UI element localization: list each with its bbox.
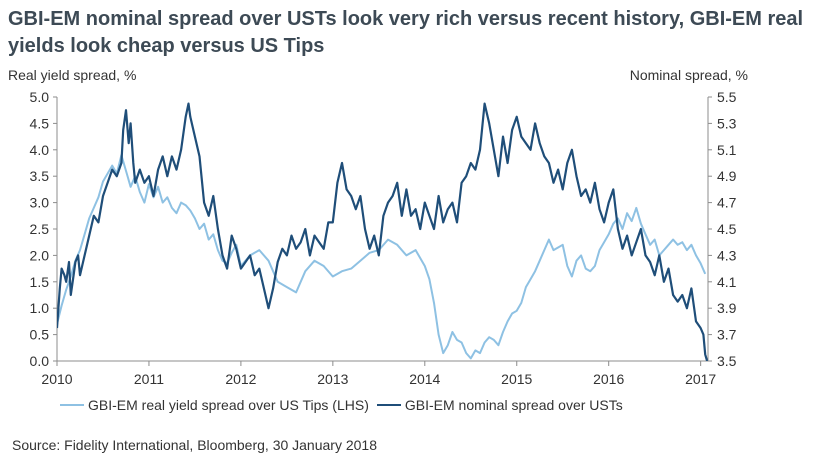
x-tick-label: 2013 xyxy=(317,371,348,387)
line-chart: 0.0 0.5 1.0 1.5 2.0 2.5 3.0 3.5 4.0 4.5 5.0 3.5 3.7 3… xyxy=(30,89,737,387)
left-tick-label: 3.0 xyxy=(30,195,50,211)
x-tick-label: 2010 xyxy=(41,371,72,387)
x-tick-label: 2016 xyxy=(593,371,624,387)
chart-title: GBI-EM nominal spread over USTs look ver… xyxy=(8,8,804,57)
series-line-nominal-spread xyxy=(57,102,708,361)
right-tick-label: 4.5 xyxy=(717,221,737,237)
legend-item-real-yield: GBI-EM real yield spread over US Tips (L… xyxy=(60,397,369,413)
right-tick-label: 5.5 xyxy=(717,89,737,105)
legend-swatch-nominal-spread xyxy=(376,404,401,406)
legend-label-nominal-spread: GBI-EM nominal spread over USTs xyxy=(404,397,623,413)
x-tick-label: 2011 xyxy=(134,371,164,387)
left-tick-label: 1.0 xyxy=(30,300,50,316)
legend-label-real-yield: GBI-EM real yield spread over US Tips (L… xyxy=(88,397,369,413)
left-tick-label: 3.5 xyxy=(30,168,50,184)
right-tick-label: 5.3 xyxy=(717,115,737,131)
right-tick-label: 4.7 xyxy=(717,195,737,211)
left-tick-label: 4.0 xyxy=(30,142,50,158)
x-tick-label: 2017 xyxy=(685,371,716,387)
chart-axes: 0.0 0.5 1.0 1.5 2.0 2.5 3.0 3.5 4.0 4.5 5.0 3.5 3.7 3… xyxy=(30,89,737,387)
left-tick-label: 0.5 xyxy=(30,327,50,343)
left-tick-label: 0.0 xyxy=(30,353,50,369)
right-tick-label: 5.1 xyxy=(717,142,737,158)
left-tick-label: 5.0 xyxy=(30,89,50,105)
chart-legend: GBI-EM real yield spread over US Tips (L… xyxy=(60,397,631,413)
source-note: Source: Fidelity International, Bloomber… xyxy=(12,437,377,453)
right-tick-label: 4.3 xyxy=(717,247,737,263)
right-tick-label: 3.5 xyxy=(717,353,737,369)
right-axis-title: Nominal spread, % xyxy=(629,67,748,83)
x-tick-label: 2012 xyxy=(225,371,256,387)
right-tick-label: 4.9 xyxy=(717,168,737,184)
legend-item-nominal-spread: GBI-EM nominal spread over USTs xyxy=(376,397,623,413)
left-tick-label: 2.0 xyxy=(30,247,50,263)
legend-swatch-real-yield xyxy=(60,404,84,406)
x-tick-label: 2014 xyxy=(409,371,440,387)
right-tick-label: 4.1 xyxy=(717,274,737,290)
right-tick-label: 3.7 xyxy=(717,327,737,343)
left-tick-label: 4.5 xyxy=(30,115,50,131)
left-tick-label: 2.5 xyxy=(30,221,50,237)
left-tick-label: 1.5 xyxy=(30,274,50,290)
left-axis-title: Real yield spread, % xyxy=(8,67,137,83)
x-tick-label: 2015 xyxy=(501,371,532,387)
chart-series xyxy=(57,102,708,361)
series-line-real-yield xyxy=(57,154,707,360)
right-tick-label: 3.9 xyxy=(717,300,737,316)
